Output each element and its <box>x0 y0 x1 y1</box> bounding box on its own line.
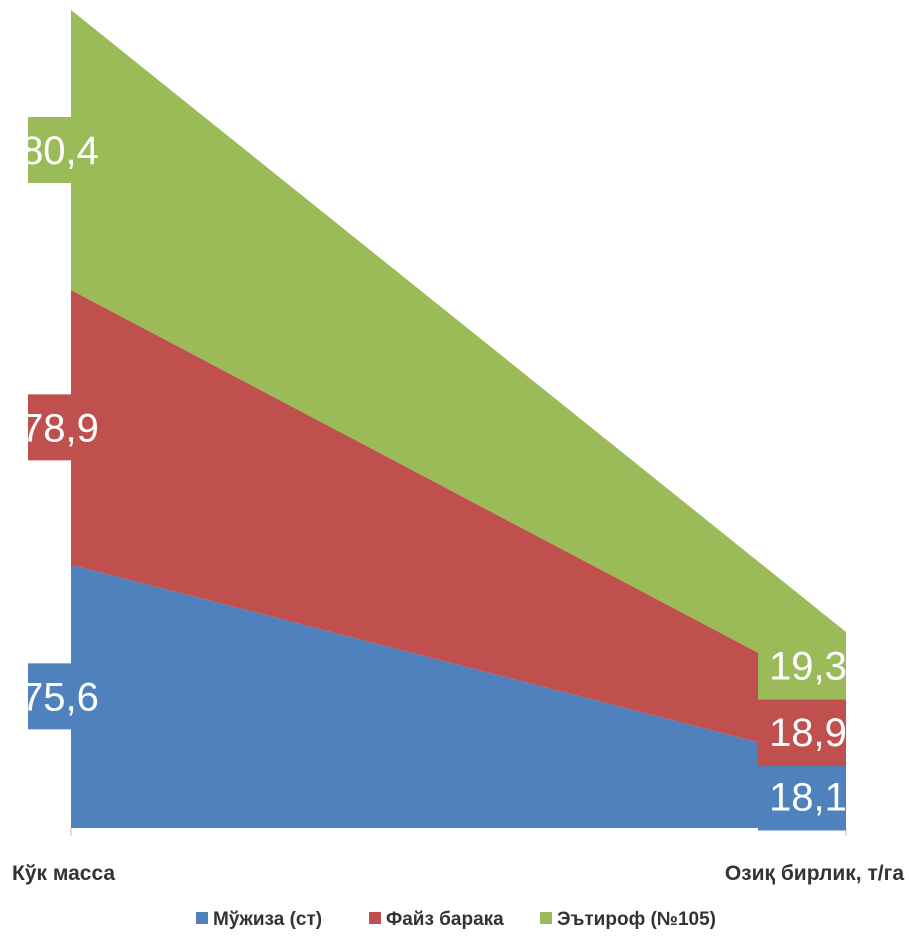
legend-label-0: Мўжиза (ст) <box>213 909 322 930</box>
series-areas <box>71 10 846 828</box>
legend-label-1: Файз барака <box>386 909 504 930</box>
data-label-box-1-1 <box>758 698 846 767</box>
area-series-1 <box>71 289 846 765</box>
legend-swatch-1 <box>369 912 381 924</box>
data-label-box-2-0 <box>28 116 98 183</box>
data-label-box-0-1 <box>758 762 846 831</box>
data-label-2-1: 19,3 <box>769 645 847 689</box>
data-label-0-0: 75,6 <box>21 675 99 719</box>
legend: Мўжиза (ст) Файз барака Эътироф (№105) <box>196 909 716 930</box>
area-series-2 <box>71 10 846 700</box>
category-label-1: Озиқ бирлик, т/га <box>725 862 905 885</box>
category-labels: Кўк масса Озиқ бирлик, т/га <box>12 862 904 885</box>
legend-swatch-0 <box>196 912 208 924</box>
data-label-0-1: 18,1 <box>769 775 847 819</box>
data-label-box-1-0 <box>28 394 98 461</box>
data-labels: 75,6 18,1 78,9 18,9 80,4 19,3 <box>21 116 847 831</box>
area-series-0 <box>71 564 846 828</box>
category-label-0: Кўк масса <box>12 862 115 885</box>
x-axis <box>70 828 847 836</box>
legend-label-2: Эътироф (№105) <box>557 909 716 930</box>
data-label-1-1: 18,9 <box>769 711 847 755</box>
data-label-2-0: 80,4 <box>21 129 99 173</box>
legend-swatch-2 <box>540 912 552 924</box>
data-label-box-0-0 <box>28 663 98 730</box>
data-label-box-2-1 <box>758 631 846 700</box>
data-label-1-0: 78,9 <box>21 406 99 450</box>
